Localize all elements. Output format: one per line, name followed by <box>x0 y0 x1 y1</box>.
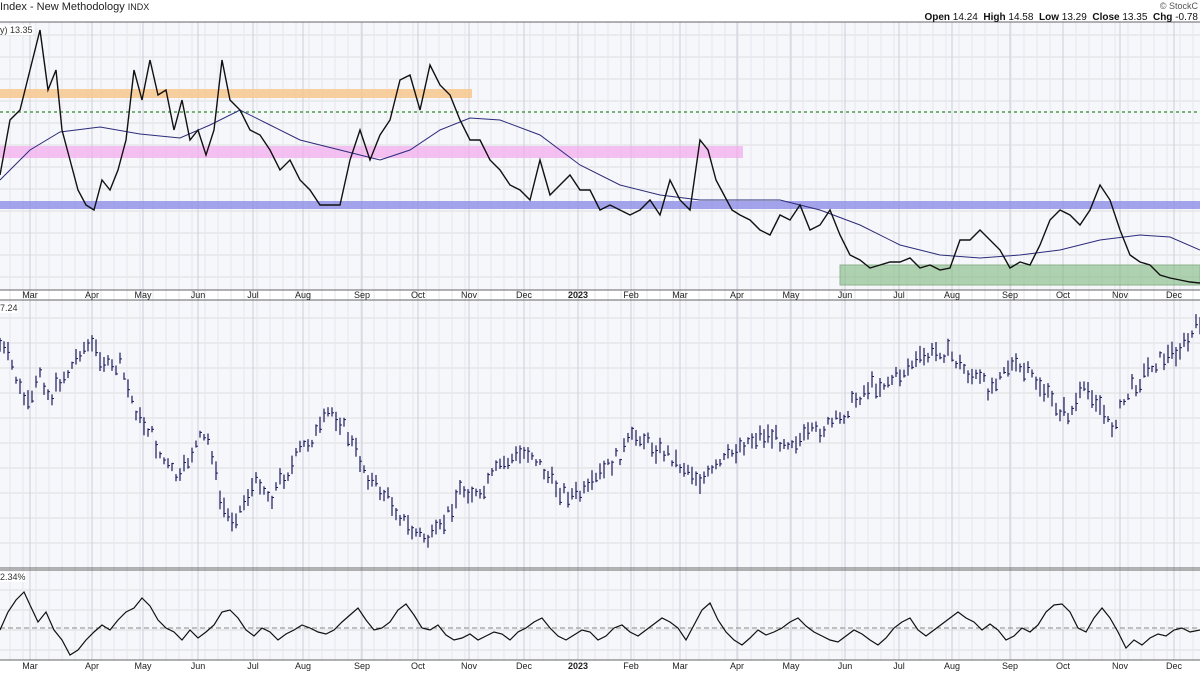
oscillator-panel-bg <box>0 570 1200 660</box>
x-tick-label: Apr <box>85 290 99 300</box>
low-label: Low <box>1038 12 1059 23</box>
middle-panel-label: 7.24 <box>0 303 18 313</box>
index-panel-bg <box>0 300 1200 568</box>
exchange-label: INDX <box>127 2 150 12</box>
x-tick-label: Dec <box>516 290 533 300</box>
x-tick-label: 2023 <box>568 661 588 671</box>
x-tick-label: Aug <box>944 290 960 300</box>
support-band-blue <box>0 201 1200 209</box>
x-tick-label: Dec <box>1166 290 1183 300</box>
chart-title-text: Index - New Methodology <box>0 1 125 13</box>
x-axis-labels-top: Mar Apr May Jun Jul Aug Sep Oct Nov Dec 2023 Feb Mar… <box>22 290 1182 300</box>
close-value: 13.35 <box>1122 12 1148 23</box>
resistance-band-pink <box>0 146 743 158</box>
x-tick-label: Mar <box>22 290 38 300</box>
resistance-band-orange <box>0 89 472 98</box>
x-tick-label: May <box>782 661 800 671</box>
x-tick-label: Oct <box>411 290 426 300</box>
x-axis-labels-bottom: Mar Apr May Jun Jul Aug Sep Oct Nov Dec 2023 Feb Mar… <box>22 661 1182 671</box>
x-tick-label: Aug <box>295 661 311 671</box>
x-tick-label: Feb <box>623 290 639 300</box>
x-tick-label: Mar <box>672 290 688 300</box>
stockcharts-logo: © StockC <box>1159 1 1198 11</box>
x-tick-label: Jul <box>247 661 259 671</box>
open-value: 14.24 <box>952 12 978 23</box>
x-tick-label: Sep <box>1002 290 1018 300</box>
x-tick-label: Nov <box>1112 290 1129 300</box>
oscillator-line <box>0 590 1200 656</box>
x-tick-label: May <box>134 290 152 300</box>
x-tick-label: Apr <box>730 290 744 300</box>
x-tick-label: Mar <box>22 661 38 671</box>
open-label: Open <box>924 12 951 23</box>
chg-value: -0.78 <box>1175 12 1198 23</box>
x-tick-label: Dec <box>516 661 533 671</box>
x-tick-label: Aug <box>944 661 960 671</box>
price-line <box>0 29 1200 284</box>
high-label: High <box>983 12 1006 23</box>
x-tick-label: Oct <box>1056 290 1071 300</box>
x-tick-label: 2023 <box>568 290 588 300</box>
x-tick-label: Sep <box>354 661 370 671</box>
x-tick-label: Apr <box>730 661 744 671</box>
support-band-green <box>839 264 1200 286</box>
x-tick-label: May <box>782 290 800 300</box>
x-tick-label: Jun <box>838 661 853 671</box>
x-tick-label: Nov <box>461 661 478 671</box>
chg-label: Chg <box>1152 12 1173 23</box>
high-value: 14.58 <box>1008 12 1034 23</box>
x-tick-label: Feb <box>623 661 639 671</box>
x-tick-label: Jun <box>838 290 853 300</box>
x-tick-label: Oct <box>1056 661 1071 671</box>
x-tick-label: Dec <box>1166 661 1183 671</box>
x-tick-label: Jul <box>893 661 905 671</box>
x-tick-label: May <box>134 661 152 671</box>
top-panel-label: y) 13.35 <box>0 25 33 35</box>
grid-lines <box>0 22 1200 660</box>
ohlc-bars <box>0 314 1200 548</box>
ohlc-readout: Open 14.24 High 14.58 Low 13.29 Close 13… <box>924 12 1198 23</box>
low-value: 13.29 <box>1061 12 1087 23</box>
x-tick-label: Jul <box>893 290 905 300</box>
x-tick-label: Oct <box>411 661 426 671</box>
x-tick-label: Sep <box>1002 661 1018 671</box>
x-tick-label: Aug <box>295 290 311 300</box>
close-label: Close <box>1092 12 1120 23</box>
x-tick-label: Sep <box>354 290 370 300</box>
x-tick-label: Jul <box>247 290 259 300</box>
chart-title: Index - New Methodology INDX <box>0 1 149 13</box>
x-tick-label: Jun <box>191 290 206 300</box>
bottom-panel-label: 2.34% <box>0 572 26 582</box>
x-tick-label: Nov <box>461 290 478 300</box>
x-tick-label: Nov <box>1112 661 1129 671</box>
x-tick-label: Mar <box>672 661 688 671</box>
x-tick-label: Apr <box>85 661 99 671</box>
moving-average-line <box>0 109 1200 259</box>
x-tick-label: Jun <box>191 661 206 671</box>
